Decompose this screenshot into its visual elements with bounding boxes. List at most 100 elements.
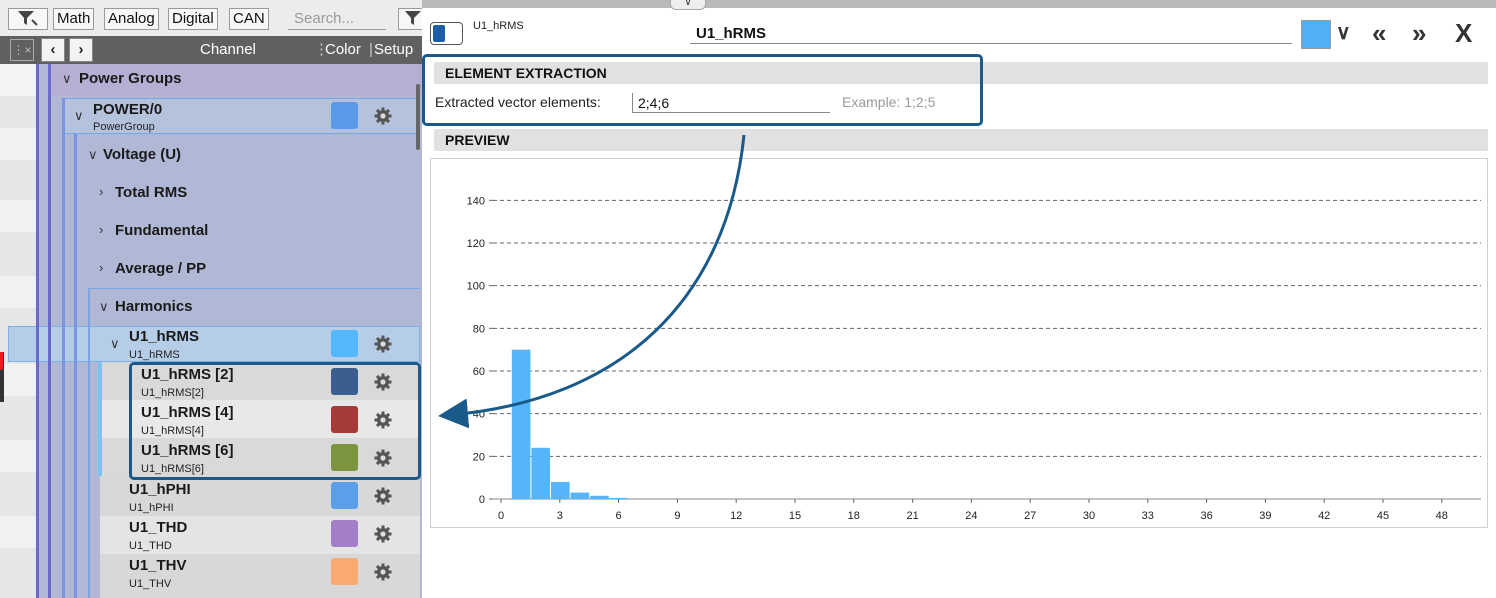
chart-bar bbox=[609, 497, 629, 499]
left-edge-marker bbox=[0, 352, 4, 402]
filter-icon bbox=[405, 11, 421, 25]
extracted-elements-highlight bbox=[129, 362, 421, 480]
chevron-down-icon[interactable]: ∨ bbox=[1336, 22, 1351, 44]
tree-item-u1-thd-sub: U1_THD bbox=[129, 540, 172, 552]
chevron-down-icon[interactable]: ∨ bbox=[74, 108, 84, 123]
advanced-filter-button[interactable] bbox=[398, 8, 422, 30]
row-stripe bbox=[0, 364, 36, 396]
tree-item-u1-hphi[interactable]: U1_hPHI bbox=[129, 481, 191, 498]
tree-item-voltage[interactable]: Voltage (U) bbox=[103, 146, 182, 163]
channel-color-button[interactable] bbox=[1301, 20, 1331, 49]
tree-item-u1-hrms-6[interactable]: U1_hRMS [6] bbox=[141, 442, 234, 459]
tree-item-u1-thv[interactable]: U1_THV bbox=[129, 557, 187, 574]
x-tick-label: 12 bbox=[730, 510, 742, 522]
color-swatch[interactable] bbox=[331, 102, 358, 129]
x-tick-label: 48 bbox=[1436, 510, 1448, 522]
x-tick-label: 0 bbox=[498, 510, 504, 522]
x-tick-label: 9 bbox=[674, 510, 680, 522]
column-setup[interactable]: Setup bbox=[374, 41, 414, 58]
analog-filter-button[interactable]: Analog bbox=[104, 8, 159, 30]
tree-line bbox=[88, 288, 90, 598]
chevron-down-icon[interactable]: ∨ bbox=[62, 71, 72, 86]
tree-line bbox=[36, 64, 39, 598]
power-groups-row[interactable] bbox=[48, 64, 422, 96]
x-tick-label: 24 bbox=[965, 510, 977, 522]
digital-filter-button[interactable]: Digital bbox=[168, 8, 218, 30]
search-input[interactable]: Search... bbox=[288, 8, 386, 30]
gear-icon[interactable] bbox=[373, 410, 393, 430]
x-tick-label: 21 bbox=[906, 510, 918, 522]
gear-icon[interactable] bbox=[373, 448, 393, 468]
color-swatch[interactable] bbox=[331, 406, 358, 433]
previous-channel-icon[interactable]: « bbox=[1372, 18, 1387, 48]
gear-icon[interactable] bbox=[373, 334, 393, 354]
chart-bar bbox=[511, 349, 531, 499]
tree-item-u1-hrms-4[interactable]: U1_hRMS [4] bbox=[141, 404, 234, 421]
gear-icon[interactable] bbox=[373, 106, 393, 126]
chevron-right-icon[interactable]: › bbox=[99, 184, 104, 199]
color-swatch[interactable] bbox=[331, 558, 358, 585]
tree-item-u1-hrms[interactable]: U1_hRMS bbox=[129, 328, 200, 345]
color-swatch[interactable] bbox=[331, 520, 358, 547]
x-tick-label: 18 bbox=[848, 510, 860, 522]
color-swatch[interactable] bbox=[331, 482, 358, 509]
row-stripe bbox=[0, 200, 36, 232]
nav-back-button[interactable]: ‹ bbox=[41, 38, 65, 62]
tree-item-average-pp[interactable]: Average / PP bbox=[115, 260, 207, 277]
channel-name-field[interactable]: U1_hRMS bbox=[690, 22, 1292, 44]
gear-icon[interactable] bbox=[373, 372, 393, 392]
gear-icon[interactable] bbox=[373, 524, 393, 544]
chevron-down-icon[interactable]: ∨ bbox=[110, 336, 120, 351]
x-tick-label: 30 bbox=[1083, 510, 1095, 522]
color-swatch[interactable] bbox=[331, 444, 358, 471]
x-tick-label: 3 bbox=[557, 510, 563, 522]
tree-item-u1-hrms-sub: U1_hRMS bbox=[129, 349, 180, 361]
tree-item-power0[interactable]: POWER/0 bbox=[93, 101, 163, 118]
chevron-down-icon[interactable]: ∨ bbox=[99, 299, 109, 314]
next-channel-icon[interactable]: » bbox=[1412, 18, 1427, 48]
u1-hrms-row[interactable] bbox=[8, 326, 420, 362]
nav-forward-button[interactable]: › bbox=[69, 38, 93, 62]
chevron-right-icon[interactable]: › bbox=[99, 222, 104, 237]
tree-item-fundamental[interactable]: Fundamental bbox=[115, 222, 209, 239]
color-swatch[interactable] bbox=[331, 368, 358, 395]
y-tick-label: 80 bbox=[473, 323, 485, 335]
collapse-handle[interactable]: ∨ bbox=[670, 0, 706, 10]
tree-item-u1-thd[interactable]: U1_THD bbox=[129, 519, 188, 536]
divider bbox=[88, 288, 420, 289]
column-color[interactable]: Color bbox=[325, 41, 361, 58]
close-icon[interactable]: X bbox=[1455, 18, 1473, 48]
math-filter-button[interactable]: Math bbox=[53, 8, 95, 30]
y-tick-label: 100 bbox=[467, 281, 485, 293]
row-alt-bg bbox=[100, 400, 420, 438]
extracted-elements-input[interactable]: 2;4;6 bbox=[632, 93, 830, 113]
tree-line bbox=[62, 98, 65, 598]
chart-bar bbox=[551, 481, 570, 499]
column-channel[interactable]: Channel bbox=[200, 41, 256, 58]
filter-icon bbox=[18, 11, 38, 26]
extracted-elements-label: Extracted vector elements: bbox=[435, 94, 601, 110]
y-tick-label: 60 bbox=[473, 366, 485, 378]
tree-line bbox=[98, 362, 102, 476]
can-filter-button[interactable]: CAN bbox=[229, 8, 269, 30]
chevron-down-icon[interactable]: ∨ bbox=[88, 147, 98, 162]
filter-button[interactable] bbox=[8, 8, 48, 30]
tree-scrollbar[interactable] bbox=[416, 84, 420, 150]
channel-detail-panel: ∨ U1_hRMS U1_hRMS ∨ « » X ELEMENT EXTRAC… bbox=[422, 0, 1496, 598]
tree-item-power-groups[interactable]: Power Groups bbox=[79, 70, 182, 87]
gear-icon[interactable] bbox=[373, 562, 393, 582]
row-stripe bbox=[0, 516, 36, 548]
preview-header: PREVIEW bbox=[434, 129, 1488, 151]
collapse-all-icon[interactable]: ⋮× bbox=[10, 39, 34, 61]
gear-icon[interactable] bbox=[373, 486, 393, 506]
tree-item-harmonics[interactable]: Harmonics bbox=[115, 298, 193, 315]
tree-item-u1-hrms-2[interactable]: U1_hRMS [2] bbox=[141, 366, 234, 383]
tree-item-total-rms[interactable]: Total RMS bbox=[115, 184, 188, 201]
row-stripe bbox=[0, 64, 36, 96]
chart-bar bbox=[590, 495, 609, 499]
channel-enable-toggle[interactable] bbox=[430, 22, 463, 45]
color-swatch[interactable] bbox=[331, 330, 358, 357]
tree-line bbox=[74, 134, 77, 598]
chevron-right-icon[interactable]: › bbox=[99, 260, 104, 275]
